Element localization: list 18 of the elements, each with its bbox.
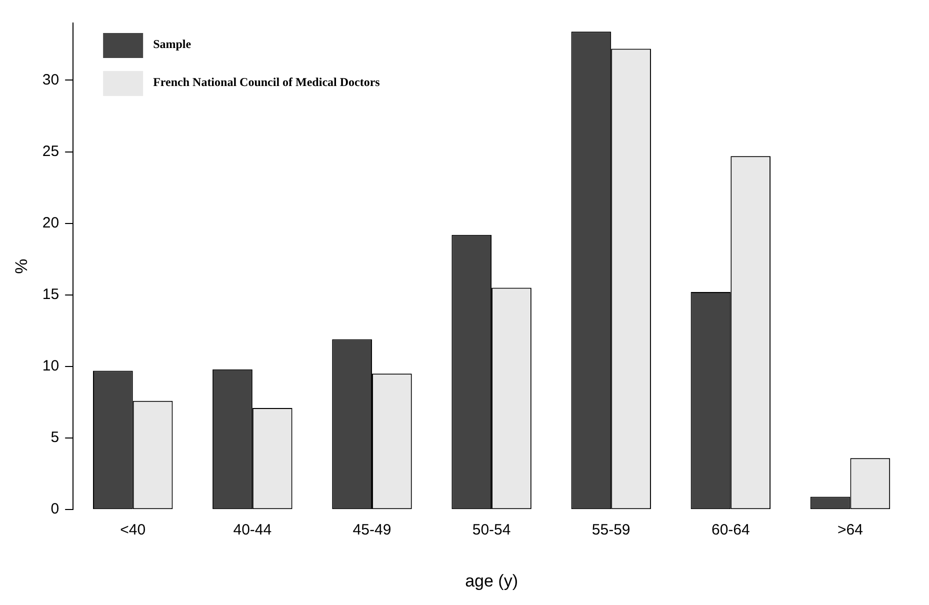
- y-axis-title: %: [12, 258, 31, 274]
- legend-label: French National Council of Medical Doctors: [153, 75, 380, 90]
- x-tick-label: 40-44: [233, 522, 272, 539]
- x-axis-title: age (y): [465, 571, 518, 590]
- y-tick-label: 15: [42, 286, 60, 304]
- x-tick-label: 60-64: [711, 522, 750, 539]
- x-tick-label: 50-54: [472, 522, 511, 539]
- y-tick-label: 25: [42, 142, 60, 160]
- y-tick-label: 20: [42, 214, 60, 232]
- legend-label: Sample: [153, 37, 192, 52]
- y-tick-label: 10: [42, 358, 60, 375]
- x-tick-label: 45-49: [352, 522, 392, 539]
- x-tick-label: <40: [120, 522, 146, 539]
- y-tick-label: 5: [50, 429, 60, 446]
- y-tick-label: 30: [42, 71, 60, 88]
- x-tick-label: 55-59: [592, 522, 630, 539]
- x-tick-label: >64: [837, 522, 863, 539]
- y-tick-label: 0: [50, 500, 60, 518]
